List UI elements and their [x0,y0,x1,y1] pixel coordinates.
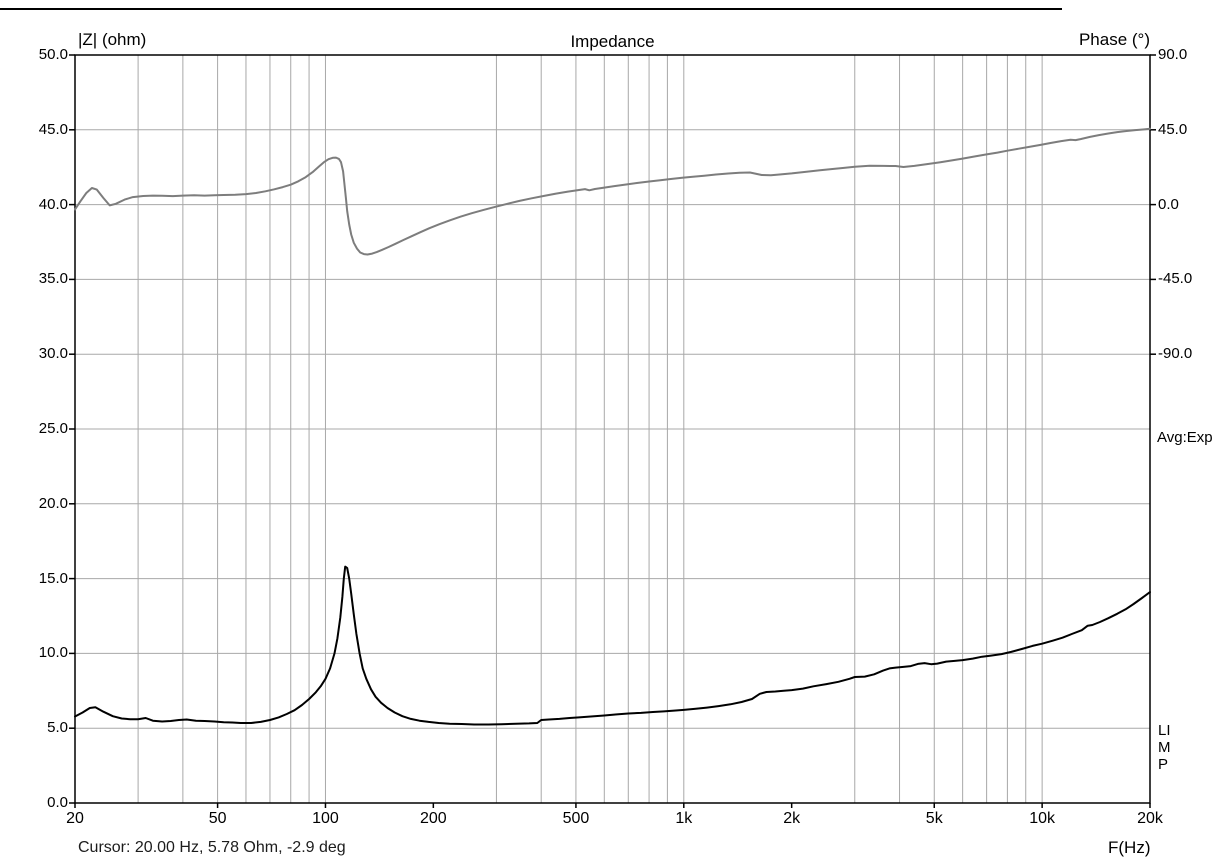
phase-curve [74,127,1151,256]
y-left-tick-label: 25.0 [38,420,68,437]
x-tick-label: 50 [208,810,227,827]
y-left-tick-label: 35.0 [38,270,68,288]
x-tick-label: 10k [1029,810,1056,827]
y-right-tick-label: 0.0 [1158,195,1179,213]
y-left-tick-label: 0.0 [47,794,68,811]
cursor-readout: Cursor: 20.00 Hz, 5.78 Ohm, -2.9 deg [78,839,346,856]
y-right-tick-label: -45.0 [1158,270,1193,288]
chart-title: Impedance [570,32,655,51]
x-tick-label: 100 [312,810,339,827]
window-top-border [0,8,1062,10]
plot-area[interactable] [75,55,1150,803]
left-axis-title: |Z| (ohm) [78,30,147,49]
x-axis-title: F(Hz) [1108,838,1151,857]
right-axis-title: Phase (°) [1078,30,1150,49]
y-left-tick-label: 45.0 [38,120,68,138]
y-left-tick-label: 20.0 [38,494,68,512]
x-tick-label: 200 [419,810,447,827]
averaging-status-label: Avg:Exp [1157,429,1213,446]
x-tick-label: 1k [675,810,693,827]
y-right-tick-label: 45.0 [1158,120,1188,138]
x-tick-label: 5k [925,810,943,827]
y-left-tick-label: 5.0 [47,719,68,737]
y-right-tick-label: 90.0 [1158,46,1188,63]
impedance-curve [74,565,1151,726]
y-left-tick-label: 40.0 [38,195,68,213]
x-tick-label: 500 [562,810,590,827]
y-left-tick-label: 50.0 [38,46,68,63]
y-right-tick-label: -90.0 [1158,345,1193,363]
y-left-tick-label: 10.0 [38,644,68,662]
y-left-tick-label: 15.0 [38,569,68,587]
x-tick-label: 20 [66,810,84,827]
x-tick-label: 2k [783,810,801,827]
y-left-tick-label: 30.0 [38,345,68,363]
program-name-label: LIMP [1158,722,1171,773]
x-tick-label: 20k [1137,810,1163,827]
